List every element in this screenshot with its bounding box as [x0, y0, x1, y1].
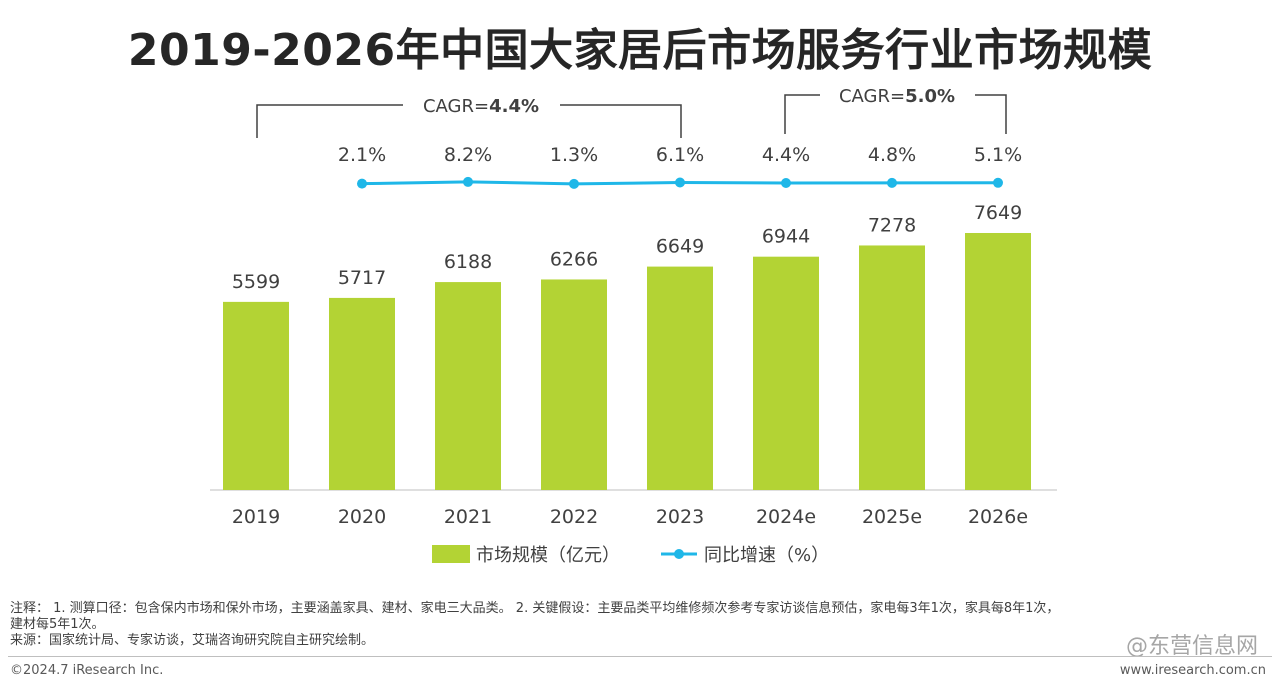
x-tick-label: 2020 — [338, 506, 386, 528]
x-tick-label: 2021 — [444, 506, 492, 528]
bar-value-label: 7278 — [868, 214, 916, 236]
growth-point — [463, 176, 473, 187]
market-size-chart: 5599 2019 5717 2020 6188 2021 6266 2022 6649 2023… — [210, 86, 1057, 566]
bar-value-label: 6649 — [656, 236, 704, 258]
growth-point — [675, 177, 685, 188]
growth-value-label: 5.1% — [974, 144, 1022, 166]
bar-2022 — [541, 279, 607, 490]
growth-value-label: 2.1% — [338, 144, 386, 166]
bar-value-label: 5599 — [232, 271, 280, 293]
bar-2020 — [329, 297, 395, 490]
growth-value-label: 4.8% — [868, 144, 916, 166]
x-tick-label: 2026e — [968, 506, 1028, 528]
source-line: 来源：国家统计局、专家访谈，艾瑞咨询研究院自主研究绘制。 — [10, 633, 375, 648]
growth-value-label: 8.2% — [444, 144, 492, 166]
cagr-label: CAGR=5.0% — [839, 86, 955, 107]
copyright-text: ©2024.7 iResearch Inc. — [10, 663, 164, 678]
chart-title: 2019-2026年中国大家居后市场服务行业市场规模 — [127, 25, 1153, 76]
growth-value-label: 4.4% — [762, 144, 810, 166]
x-tick-label: 2019 — [232, 506, 280, 528]
bar-2026e — [965, 232, 1031, 491]
growth-value-label: 6.1% — [656, 144, 704, 166]
cagr-label: CAGR=4.4% — [423, 96, 539, 117]
x-tick-label: 2022 — [550, 506, 598, 528]
bar-2021 — [435, 282, 501, 490]
bar-value-label: 6944 — [762, 226, 810, 248]
bar-2023 — [647, 266, 713, 490]
x-tick-label: 2025e — [862, 506, 922, 528]
growth-point — [569, 178, 579, 189]
growth-point — [993, 177, 1003, 188]
note-line-1: 注释： 1. 测算口径：包含保内市场和保外市场，主要涵盖家具、建材、家电三大品类… — [10, 601, 1060, 616]
cagr-bracket-left — [784, 94, 820, 134]
note-line-2: 建材每5年1次。 — [10, 617, 105, 632]
growth-point — [357, 178, 367, 189]
bar-value-label: 5717 — [338, 267, 386, 289]
bar-value-label: 6266 — [550, 248, 598, 270]
bar-2024e — [753, 256, 819, 490]
growth-point — [887, 177, 897, 188]
cagr-bracket-right — [975, 94, 1007, 134]
cagr-bracket-right — [560, 104, 682, 138]
legend-bar-swatch — [432, 545, 470, 563]
bar-2025e — [859, 245, 925, 490]
x-tick-label: 2023 — [656, 506, 704, 528]
x-tick-label: 2024e — [756, 506, 816, 528]
growth-point — [781, 178, 791, 188]
footer-divider — [8, 656, 1272, 657]
bar-value-label: 7649 — [974, 202, 1022, 224]
growth-value-label: 1.3% — [550, 144, 598, 166]
legend-line-marker — [674, 549, 684, 559]
watermark-text: @东营信息网 — [1125, 634, 1258, 659]
bar-value-label: 6188 — [444, 251, 492, 273]
notes-block: 注释： 1. 测算口径：包含保内市场和保外市场，主要涵盖家具、建材、家电三大品类… — [10, 601, 1272, 649]
cagr-bracket-left — [256, 104, 403, 138]
website-text: www.iresearch.com.cn — [1119, 663, 1266, 678]
legend-line-label: 同比增速（%） — [704, 545, 829, 566]
bar-2019 — [223, 301, 289, 490]
legend-bar-label: 市场规模（亿元） — [476, 545, 620, 566]
